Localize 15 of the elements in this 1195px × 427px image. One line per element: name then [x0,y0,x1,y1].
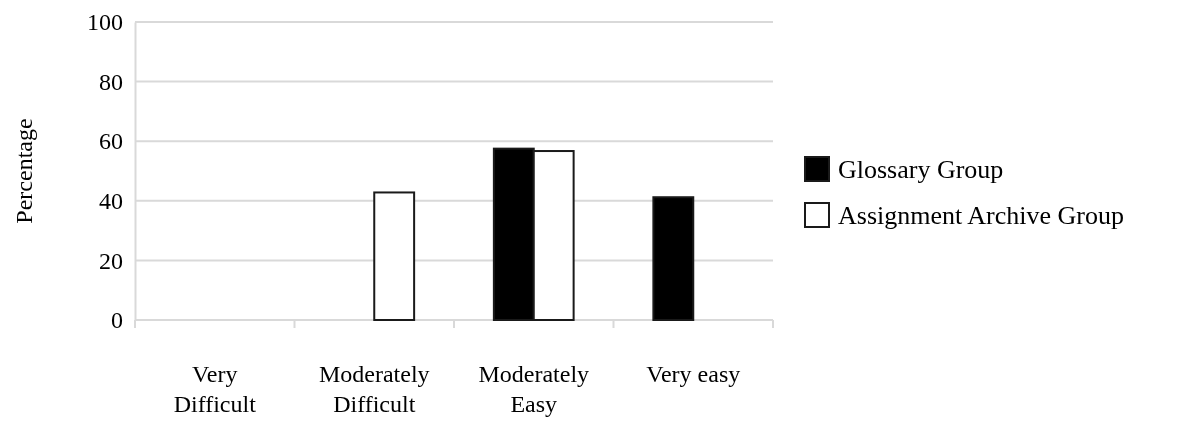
bar [652,196,695,321]
x-tick-label: Very easy [646,361,741,387]
y-tick-label: 100 [87,9,123,36]
x-tick-label: Very Difficult [173,361,257,417]
y-tick-label: 80 [99,68,123,95]
legend-label: Glossary Group [838,155,1004,184]
bar [373,191,416,321]
x-tick-label: Moderately Difficult [318,361,430,417]
y-tick-label: 60 [99,128,123,155]
y-tick-label: 20 [99,247,123,274]
y-axis-title: Percentage [11,118,37,224]
legend-label: Assignment Archive Group [838,201,1124,230]
y-tick-label: 0 [111,307,123,334]
x-tick-label: Moderately Easy [478,361,590,417]
y-tick-label: 40 [99,187,123,214]
